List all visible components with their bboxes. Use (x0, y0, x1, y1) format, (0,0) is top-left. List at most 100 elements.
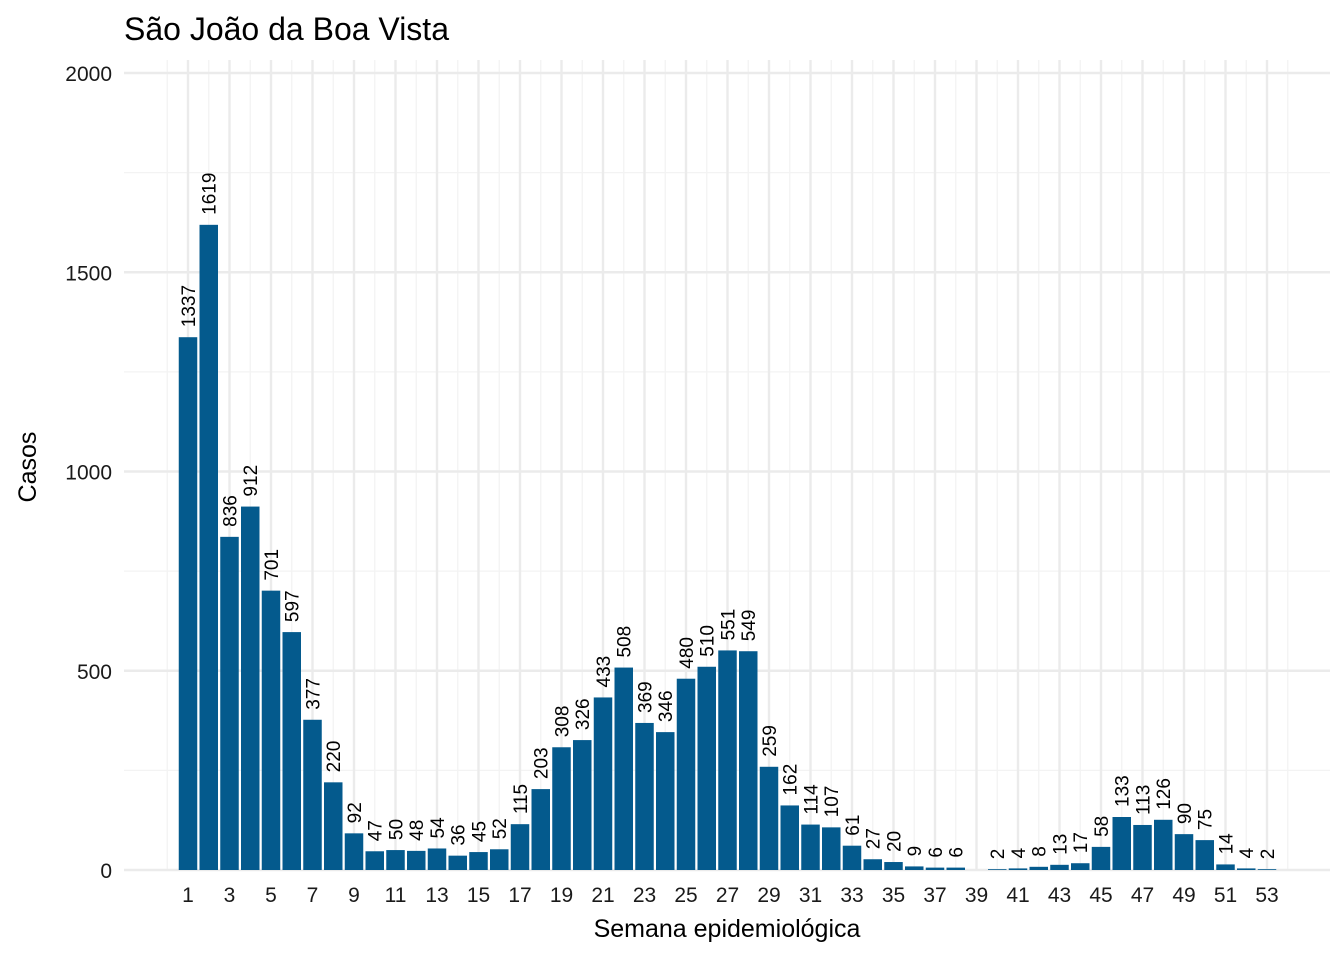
bar (573, 740, 592, 870)
bar-value-label: 510 (698, 625, 719, 657)
bar-value-label: 203 (532, 747, 553, 779)
bar (241, 506, 260, 870)
bar (407, 850, 426, 870)
bar (1050, 864, 1069, 870)
bar-value-label: 50 (387, 819, 408, 840)
x-axis-ticks: 1 3 5 7 9 11 13 15 17 19 21 23 25 27 29 31 33 35 37 39 41 43 4… (182, 884, 1279, 907)
bar (718, 650, 737, 870)
bar-value-label: 113 (1134, 785, 1155, 815)
x-tick-label: 15 (467, 884, 490, 907)
bar (344, 833, 364, 870)
y-axis-ticks: 0 500 1000 1500 2000 (65, 63, 112, 883)
bar-value-label: 836 (221, 495, 242, 527)
x-tick-label: 1 (182, 884, 194, 907)
x-tick-label: 49 (1172, 884, 1195, 907)
bar (925, 867, 945, 870)
bar-value-label: 2 (1258, 849, 1279, 860)
bar (1154, 819, 1173, 870)
bar (635, 722, 654, 870)
bar-value-label: 14 (1217, 833, 1238, 855)
bar-value-label: 597 (283, 590, 304, 622)
grid (124, 60, 1330, 872)
bar-value-label: 115 (511, 784, 532, 814)
bar-value-label: 220 (324, 741, 345, 773)
bar (324, 782, 343, 870)
bar-value-label: 1619 (200, 173, 221, 215)
bar-value-label: 47 (366, 820, 387, 841)
bar-value-label: 126 (1154, 778, 1175, 810)
x-tick-label: 21 (591, 884, 614, 907)
x-tick-label: 11 (385, 884, 407, 907)
bar (386, 850, 405, 870)
bar (656, 732, 675, 870)
bar (884, 862, 903, 870)
x-tick-label: 37 (923, 884, 946, 907)
bar (863, 859, 882, 870)
x-axis-title: Semana epidemiológica (594, 915, 861, 943)
bar (676, 678, 696, 870)
bar-value-label: 308 (553, 706, 574, 738)
y-tick-label: 0 (100, 860, 112, 883)
bar (469, 852, 488, 870)
bar (1174, 834, 1194, 870)
bar (427, 848, 447, 870)
bar (1071, 863, 1090, 870)
bar (531, 789, 550, 870)
x-tick-label: 35 (882, 884, 905, 907)
bar (1237, 868, 1256, 870)
bar-value-label: 61 (843, 815, 864, 836)
y-tick-label: 1500 (65, 262, 112, 285)
bar (1133, 824, 1152, 870)
x-tick-label: 3 (224, 884, 236, 907)
bar (1216, 864, 1235, 870)
bar-value-label: 6 (926, 847, 947, 858)
x-tick-label: 7 (307, 884, 319, 907)
bar (780, 805, 799, 870)
bar (490, 849, 509, 870)
bar-value-label: 27 (864, 828, 885, 849)
x-tick-label: 39 (965, 884, 988, 907)
bar-value-label: 92 (345, 802, 366, 823)
x-tick-label: 25 (674, 884, 697, 907)
bar-value-label: 1337 (179, 285, 200, 327)
bar (946, 867, 965, 870)
x-tick-label: 13 (425, 884, 448, 907)
bar (801, 824, 820, 870)
y-tick-label: 1000 (65, 462, 112, 485)
bar (1257, 869, 1277, 870)
bar (261, 590, 281, 870)
x-tick-label: 53 (1255, 884, 1278, 907)
bar-value-label: 75 (1196, 809, 1217, 830)
bar-value-label: 54 (428, 817, 449, 839)
x-tick-label: 43 (1048, 884, 1071, 907)
bar (282, 632, 301, 870)
x-tick-label: 33 (840, 884, 863, 907)
bar (593, 697, 613, 870)
bar (614, 667, 633, 870)
bar-value-label: 36 (449, 825, 470, 846)
bar (1091, 846, 1111, 870)
bar-value-label: 45 (470, 821, 491, 842)
bar-value-label: 701 (262, 549, 283, 581)
bar (1195, 840, 1214, 870)
bar (1029, 866, 1048, 870)
bar (1112, 816, 1131, 870)
bar-value-label: 107 (822, 786, 843, 818)
bar-value-label: 549 (739, 610, 760, 642)
bar (303, 719, 322, 870)
y-tick-label: 500 (77, 661, 112, 684)
x-tick-label: 31 (799, 884, 822, 907)
x-tick-label: 51 (1214, 884, 1237, 907)
x-tick-label: 47 (1131, 884, 1154, 907)
bar-value-label: 4 (1237, 847, 1258, 858)
bar (739, 651, 758, 870)
bar (1008, 868, 1028, 870)
bar-value-label: 90 (1175, 803, 1196, 824)
x-tick-label: 45 (1089, 884, 1112, 907)
bar-value-label: 433 (594, 656, 615, 688)
bar (988, 869, 1007, 870)
bar (365, 851, 384, 870)
bars (178, 224, 1277, 871)
